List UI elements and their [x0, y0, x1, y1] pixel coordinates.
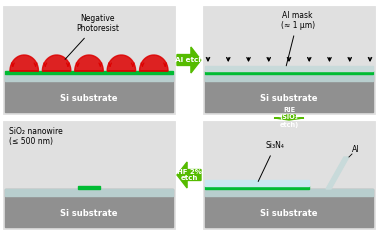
- Polygon shape: [75, 55, 103, 71]
- Bar: [205, 186, 309, 189]
- Text: Al mask
(≈ 1 μm): Al mask (≈ 1 μm): [280, 11, 315, 66]
- Text: HF 2%
etch: HF 2% etch: [177, 168, 201, 182]
- Polygon shape: [274, 115, 304, 120]
- Bar: [205, 71, 373, 74]
- Bar: [78, 186, 100, 189]
- Text: SiO₂ nanowire
(≤ 500 nm): SiO₂ nanowire (≤ 500 nm): [9, 127, 63, 146]
- Text: Si substrate: Si substrate: [60, 209, 118, 218]
- Text: RIE
(SiO₂
etch): RIE (SiO₂ etch): [279, 107, 299, 128]
- Bar: [205, 189, 373, 227]
- Bar: [5, 74, 173, 81]
- Polygon shape: [326, 157, 349, 189]
- Text: Al: Al: [352, 145, 359, 154]
- Text: Al etch: Al etch: [175, 57, 203, 63]
- Bar: [203, 6, 375, 114]
- Polygon shape: [139, 55, 168, 71]
- Bar: [205, 74, 373, 81]
- Bar: [5, 74, 173, 112]
- Polygon shape: [177, 47, 201, 73]
- Polygon shape: [177, 162, 201, 188]
- Bar: [5, 189, 173, 227]
- Text: Si substrate: Si substrate: [260, 94, 318, 103]
- Bar: [3, 121, 175, 229]
- Text: Negative
Photoresist: Negative Photoresist: [65, 14, 119, 59]
- Polygon shape: [107, 55, 136, 71]
- Polygon shape: [10, 55, 38, 71]
- Polygon shape: [42, 55, 71, 71]
- Bar: [3, 6, 175, 114]
- Text: Si₃N₄: Si₃N₄: [258, 142, 285, 182]
- Text: Si substrate: Si substrate: [260, 209, 318, 218]
- Bar: [203, 121, 375, 229]
- Bar: [205, 66, 373, 71]
- Bar: [205, 189, 373, 196]
- Bar: [205, 180, 309, 186]
- Bar: [205, 74, 373, 112]
- Text: Si substrate: Si substrate: [60, 94, 118, 103]
- Bar: [5, 71, 173, 74]
- Bar: [5, 189, 173, 196]
